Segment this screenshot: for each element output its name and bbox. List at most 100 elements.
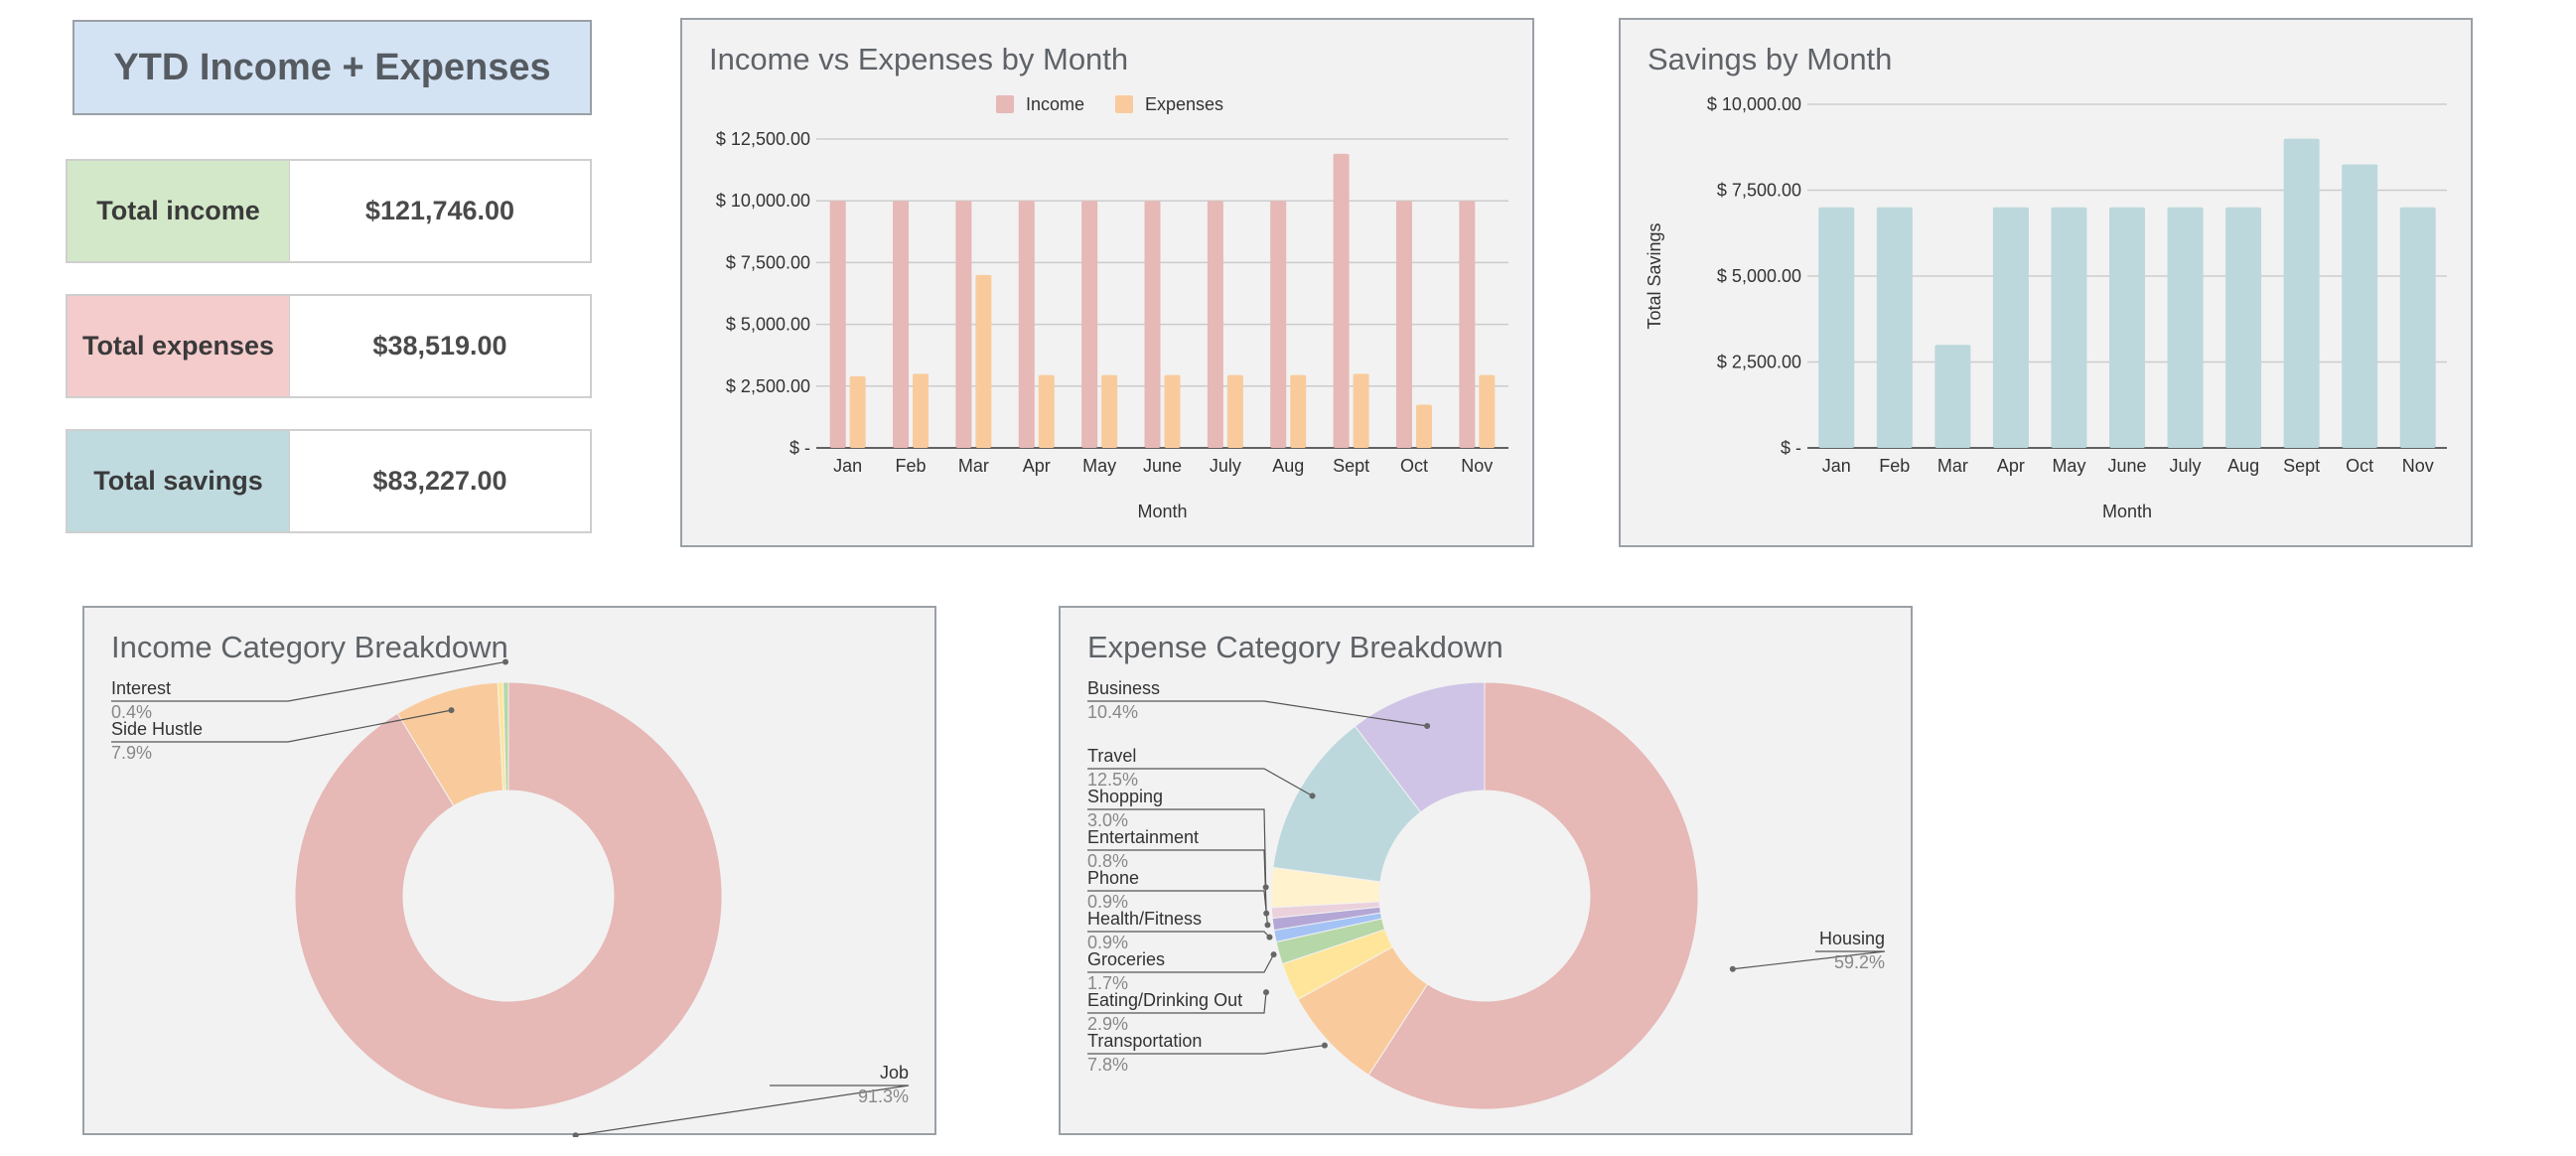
- x-tick-label-feb: Feb: [896, 456, 927, 476]
- leader-dot-eating-drinking-out: [1262, 989, 1269, 996]
- x-axis-label: Month: [1137, 502, 1187, 521]
- expenses-bar-july: [1226, 374, 1243, 448]
- savings-by-month-chart: Savings by Month $ - $ 2,500.00 $ 5,000.00 $…: [1619, 18, 2473, 547]
- savings-by-month-svg: Savings by Month $ - $ 2,500.00 $ 5,000.00 $…: [1645, 42, 2447, 521]
- total-savings-label: Total savings: [68, 431, 290, 531]
- total-expenses-row: Total expenses $38,519.00: [66, 294, 592, 398]
- slice-label-shopping: Shopping: [1087, 787, 1163, 806]
- income-bar-mar: [955, 201, 972, 448]
- slice-label-health-fitness: Health/Fitness: [1087, 909, 1202, 929]
- slice-percent-job: 91.3%: [858, 1086, 909, 1106]
- income-bar-june: [1144, 201, 1161, 448]
- y-tick-label: $ 2,500.00: [726, 376, 810, 396]
- leader-line-shopping: [1087, 808, 1267, 888]
- y-tick-label: $ 7,500.00: [726, 252, 810, 272]
- legend-swatch-income: [996, 95, 1014, 113]
- y-axis-label: Total Savings: [1645, 222, 1664, 329]
- leader-dot-health-fitness: [1266, 934, 1273, 940]
- savings-bar-feb: [1876, 207, 1913, 448]
- slice-label-groceries: Groceries: [1087, 949, 1165, 969]
- expenses-bar-aug: [1290, 374, 1307, 448]
- income-bar-feb: [893, 201, 910, 448]
- leader-line-eating-drinking-out: [1087, 992, 1267, 1014]
- x-tick-label-oct: Oct: [1400, 456, 1428, 476]
- income-vs-expenses-svg: Income vs Expenses by Month $ - $ 2,500.00…: [709, 42, 1508, 521]
- y-tick-label: $ 12,500.00: [716, 129, 810, 149]
- x-tick-label-nov: Nov: [2402, 456, 2434, 476]
- income-bar-nov: [1459, 201, 1476, 448]
- leader-dot-interest: [502, 658, 509, 665]
- x-tick-label-june: June: [2107, 456, 2146, 476]
- y-tick-label: $ -: [789, 438, 810, 458]
- savings-bar-aug: [2225, 207, 2262, 448]
- leader-dot-groceries: [1270, 951, 1277, 958]
- slice-percent-shopping: 3.0%: [1087, 810, 1128, 830]
- slice-percent-housing: 59.2%: [1834, 952, 1885, 972]
- savings-bar-mar: [1934, 345, 1971, 448]
- leader-dot-side-hustle: [448, 707, 455, 714]
- legend-swatch-expenses: [1115, 95, 1133, 113]
- savings-bar-may: [2051, 207, 2087, 448]
- chart-title: Income vs Expenses by Month: [709, 42, 1128, 76]
- leader-dot-transportation: [1321, 1042, 1328, 1049]
- x-tick-label-nov: Nov: [1461, 456, 1493, 476]
- leader-line-travel: [1087, 768, 1313, 796]
- total-savings-value: $83,227.00: [372, 466, 507, 496]
- leader-dot-travel: [1309, 793, 1316, 799]
- y-tick-label: $ 2,500.00: [1717, 353, 1801, 372]
- income-vs-expenses-chart: Income vs Expenses by Month $ - $ 2,500.00…: [680, 18, 1534, 547]
- leader-dot-job: [572, 1132, 579, 1137]
- x-tick-label-mar: Mar: [1937, 456, 1968, 476]
- leader-line-business: [1087, 700, 1428, 727]
- x-tick-label-jan: Jan: [833, 456, 862, 476]
- expenses-bar-sept: [1353, 373, 1369, 448]
- slice-percent-entertainment: 0.8%: [1087, 851, 1128, 871]
- income-bar-apr: [1018, 201, 1035, 448]
- expenses-bar-may: [1101, 374, 1118, 448]
- expenses-bar-jan: [849, 375, 866, 448]
- savings-bar-apr: [1992, 207, 2029, 448]
- savings-bar-june: [2109, 207, 2145, 448]
- expenses-bar-mar: [975, 274, 992, 448]
- chart-title: Expense Category Breakdown: [1087, 630, 1503, 664]
- y-tick-label: $ 7,500.00: [1717, 181, 1801, 201]
- income-bar-sept: [1333, 153, 1350, 449]
- leader-line-interest: [111, 660, 506, 702]
- leader-line-job: [575, 1084, 910, 1136]
- savings-bar-sept: [2283, 138, 2320, 448]
- leader-dot-business: [1424, 723, 1431, 730]
- expenses-bar-oct: [1415, 404, 1432, 448]
- leader-dot-entertainment: [1263, 910, 1270, 917]
- slice-percent-transportation: 7.8%: [1087, 1055, 1128, 1075]
- leader-dot-shopping: [1262, 884, 1269, 891]
- total-income-value: $121,746.00: [364, 196, 515, 225]
- leader-line-groceries: [1087, 953, 1275, 973]
- income-bar-jan: [829, 201, 846, 448]
- x-tick-label-apr: Apr: [1997, 456, 2025, 476]
- y-tick-label: $ 10,000.00: [1707, 94, 1801, 114]
- slice-job: [294, 681, 723, 1110]
- x-tick-label-aug: Aug: [1272, 456, 1304, 476]
- slice-label-entertainment: Entertainment: [1087, 827, 1199, 847]
- income-category-svg: Income Category Breakdown Job 91.3% Side Hu…: [111, 630, 910, 1137]
- slice-label-interest: Interest: [111, 678, 171, 698]
- leader-dot-housing: [1729, 965, 1736, 972]
- slice-business: [1354, 681, 1486, 813]
- total-savings-row: Total savings $83,227.00: [66, 429, 592, 533]
- summary-title: YTD Income + Expenses: [72, 20, 592, 115]
- slice-interest: [502, 681, 509, 792]
- legend-label-expenses: Expenses: [1145, 94, 1223, 114]
- total-expenses-label: Total expenses: [68, 296, 290, 396]
- y-tick-label: $ -: [1781, 438, 1801, 458]
- slice-label-job: Job: [880, 1063, 909, 1083]
- slice-percent-phone: 0.9%: [1087, 892, 1128, 912]
- x-tick-label-may: May: [2052, 456, 2085, 476]
- expense-category-chart: Expense Category Breakdown Housing 59.2% Tr…: [1059, 606, 1913, 1135]
- y-tick-label: $ 5,000.00: [726, 315, 810, 335]
- slice-label-side-hustle: Side Hustle: [111, 719, 203, 739]
- total-income-label: Total income: [68, 161, 290, 261]
- savings-bar-jan: [1818, 207, 1855, 448]
- x-tick-label-july: July: [2170, 456, 2202, 476]
- slice-label-transportation: Transportation: [1087, 1031, 1202, 1051]
- leader-line-entertainment: [1087, 849, 1267, 914]
